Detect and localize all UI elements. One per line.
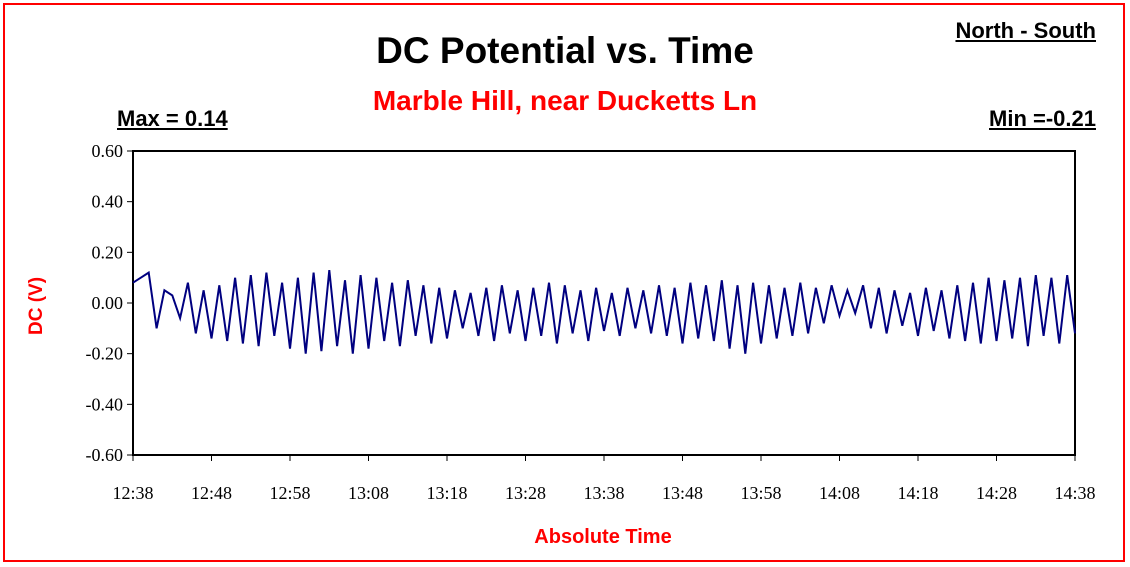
- x-axis: 12:38 12:48 12:58 13:08 13:18 13:28 13:38 13:48…: [112, 455, 1096, 503]
- x-tick-label: 13:08: [348, 483, 389, 503]
- min-label: Min =-0.21: [989, 106, 1096, 131]
- chart-title: DC Potential vs. Time: [376, 30, 754, 71]
- x-tick-label: 13:28: [505, 483, 546, 503]
- y-tick-label: 0.40: [92, 192, 124, 212]
- y-tick-label: 0.20: [92, 242, 124, 262]
- x-tick-label: 12:38: [112, 483, 153, 503]
- y-tick-label: -0.60: [86, 445, 124, 465]
- x-tick-label: 13:38: [583, 483, 624, 503]
- x-tick-label: 14:18: [897, 483, 938, 503]
- x-tick-label: 13:18: [426, 483, 467, 503]
- y-tick-label: 0.00: [92, 293, 124, 313]
- x-tick-label: 12:48: [191, 483, 232, 503]
- y-axis-title: DC (V): [26, 276, 47, 336]
- x-tick-label: 13:58: [740, 483, 781, 503]
- y-tick-label: -0.40: [86, 394, 124, 414]
- max-label: Max = 0.14: [117, 106, 228, 131]
- x-tick-label: 13:48: [662, 483, 703, 503]
- x-tick-label: 14:28: [976, 483, 1017, 503]
- chart-subtitle: Marble Hill, near Ducketts Ln: [372, 85, 758, 116]
- x-tick-label: 14:08: [819, 483, 860, 503]
- y-tick-label: -0.20: [86, 344, 124, 364]
- y-tick-label: 0.60: [92, 141, 124, 161]
- y-axis: 0.60 0.40 0.20 0.00 -0.20 -0.40 -0.60: [86, 141, 133, 465]
- plot-area: [132, 150, 1076, 456]
- x-tick-label: 12:58: [269, 483, 310, 503]
- series-line: [132, 269, 1076, 354]
- x-axis-title: Absolute Time: [534, 526, 672, 548]
- x-tick-label: 14:38: [1054, 483, 1095, 503]
- direction-label: North - South: [955, 18, 1096, 43]
